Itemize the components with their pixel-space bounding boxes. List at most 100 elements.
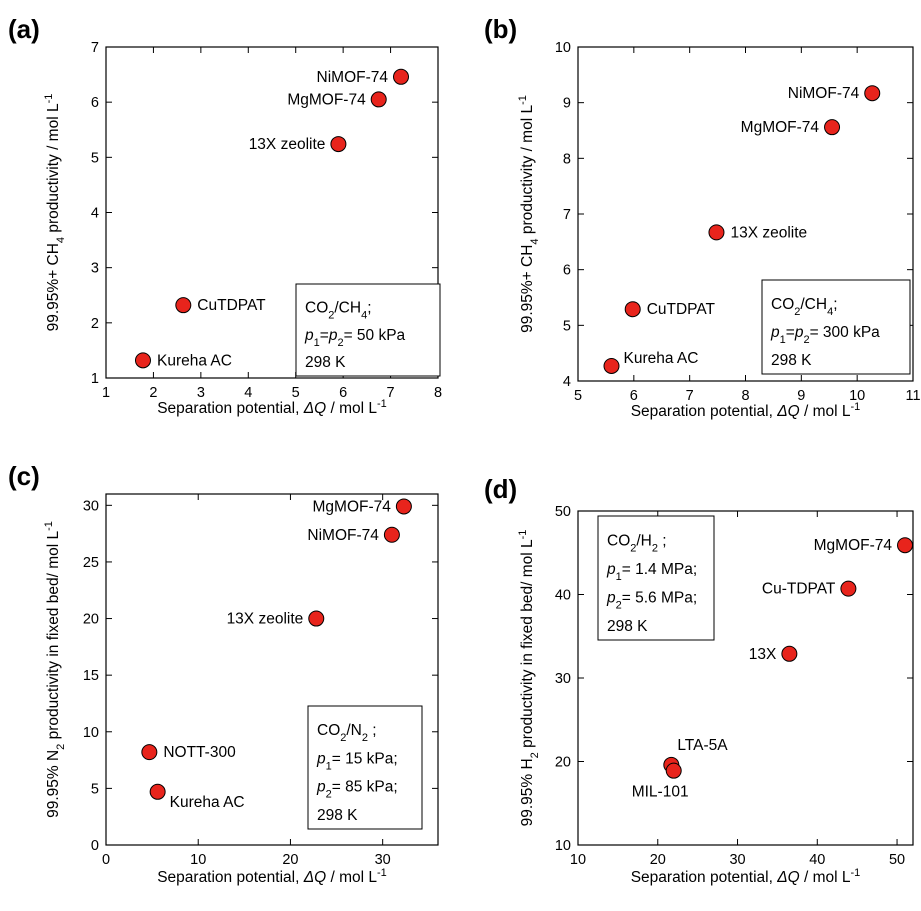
y-tick-label: 7: [563, 207, 571, 223]
point-label: 13X zeolite: [249, 136, 326, 153]
y-tick-label: 8: [563, 151, 571, 167]
y-tick-label: 6: [563, 263, 571, 279]
condition-box: [761, 279, 911, 375]
x-tick-label: 8: [434, 385, 442, 401]
x-tick-label: 1: [102, 385, 110, 401]
condition-line: p1=p2= 50 kPa: [304, 327, 406, 349]
panel-label: (a): [8, 14, 40, 44]
panel-label: (b): [484, 14, 517, 44]
data-point: [308, 610, 325, 627]
y-tick-label: 10: [555, 838, 571, 854]
x-tick-label: 50: [889, 852, 905, 868]
y-tick-label: 1: [91, 371, 99, 387]
y-tick-label: 20: [83, 612, 99, 628]
x-tick-label: 20: [282, 852, 298, 868]
condition-line: p1=p2= 300 kPa: [770, 324, 880, 346]
y-tick-label: 25: [83, 555, 99, 571]
y-tick-label: 6: [91, 95, 99, 111]
y-tick-label: 50: [555, 504, 571, 520]
y-tick-label: 10: [555, 40, 571, 56]
data-point: [330, 136, 347, 153]
condition-line: p1= 15 kPa;: [316, 750, 398, 772]
point-label: Kureha AC: [624, 350, 699, 367]
x-tick-label: 5: [292, 385, 300, 401]
condition-box: [597, 515, 715, 641]
condition-line: 298 K: [771, 352, 812, 369]
point-label: NiMOF-74: [788, 85, 860, 102]
y-tick-label: 7: [91, 40, 99, 56]
point-label: MgMOF-74: [287, 91, 366, 108]
data-point: [383, 526, 400, 543]
point-label: 13X: [749, 646, 777, 663]
x-tick-label: 0: [102, 852, 110, 868]
y-axis-title: 99.95%+ CH4 productivity / mol L-1: [517, 95, 541, 333]
y-tick-label: 5: [563, 318, 571, 334]
y-tick-label: 9: [563, 96, 571, 112]
x-tick-label: 10: [570, 852, 586, 868]
point-label: CuTDPAT: [197, 297, 266, 314]
x-tick-label: 4: [244, 385, 252, 401]
x-tick-label: 20: [650, 852, 666, 868]
x-tick-label: 5: [574, 388, 582, 404]
data-point: [149, 783, 166, 800]
point-label: CuTDPAT: [647, 301, 716, 318]
point-label: MgMOF-74: [814, 537, 893, 554]
data-point: [370, 91, 387, 108]
panel-label: (d): [484, 474, 517, 504]
condition-line: 298 K: [607, 618, 648, 635]
x-tick-label: 30: [729, 852, 745, 868]
x-tick-label: 6: [630, 388, 638, 404]
x-tick-label: 10: [190, 852, 206, 868]
x-tick-label: 30: [375, 852, 391, 868]
condition-line: p1= 1.4 MPa;: [606, 561, 697, 583]
data-point: [624, 301, 641, 318]
point-label: LTA-5A: [677, 737, 728, 754]
x-tick-label: 2: [149, 385, 157, 401]
y-axis-title: 99.95% H2 productivity in fixed bed/ mol…: [517, 530, 541, 827]
data-point: [175, 297, 192, 314]
condition-line: 298 K: [317, 807, 358, 824]
plot-frame: [105, 493, 439, 846]
data-point: [824, 119, 841, 136]
condition-line: CO2/CH4;: [305, 300, 372, 322]
data-point: [897, 537, 914, 554]
condition-line: 298 K: [305, 354, 346, 371]
x-tick-label: 40: [809, 852, 825, 868]
x-tick-label: 7: [686, 388, 694, 404]
data-point: [840, 580, 857, 597]
condition-line: CO2/CH4;: [771, 296, 838, 318]
point-label: Cu-TDPAT: [762, 581, 836, 598]
x-tick-label: 6: [339, 385, 347, 401]
condition-box: [307, 705, 423, 830]
y-tick-label: 30: [555, 671, 571, 687]
data-point: [603, 357, 620, 374]
y-tick-label: 15: [83, 668, 99, 684]
x-tick-label: 10: [849, 388, 865, 404]
y-tick-label: 5: [91, 150, 99, 166]
point-label: NOTT-300: [163, 744, 236, 761]
data-point: [665, 762, 682, 779]
y-tick-label: 20: [555, 755, 571, 771]
point-label: MIL-101: [632, 784, 689, 801]
y-tick-label: 4: [563, 374, 571, 390]
panel-label: (c): [8, 461, 40, 491]
y-tick-label: 3: [91, 261, 99, 277]
y-tick-label: 0: [91, 838, 99, 854]
data-point: [393, 68, 410, 85]
point-label: MgMOF-74: [313, 498, 392, 515]
y-axis-title: 99.95% N2 productivity in fixed bed/ mol…: [43, 521, 67, 818]
x-tick-label: 8: [741, 388, 749, 404]
x-axis-title: Separation potential, ΔQ / mol L-1: [631, 401, 861, 420]
point-label: 13X zeolite: [227, 611, 304, 628]
point-label: NiMOF-74: [307, 527, 379, 544]
point-label: Kureha AC: [170, 794, 245, 811]
data-point: [141, 744, 158, 761]
x-axis-title: Separation potential, ΔQ / mol L-1: [157, 867, 387, 886]
condition-line: p2= 85 kPa;: [316, 779, 398, 801]
data-point: [781, 645, 798, 662]
x-tick-label: 3: [197, 385, 205, 401]
